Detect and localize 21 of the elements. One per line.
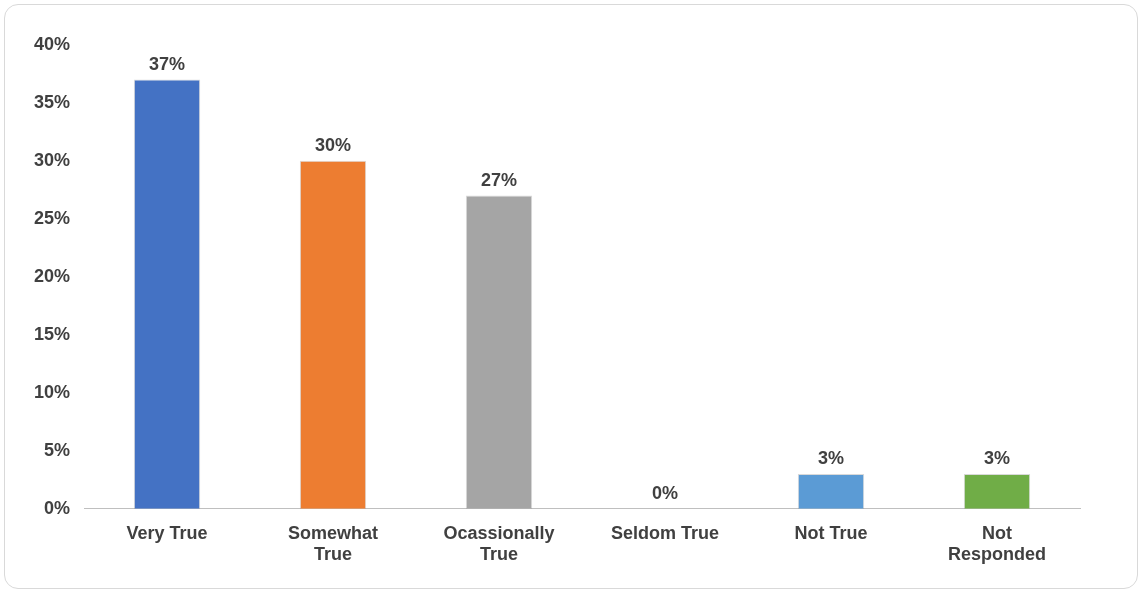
x-tick-label: Seldom True [611,522,720,543]
data-label: 30% [315,134,352,155]
data-label: 3% [818,447,845,468]
data-label: 27% [481,169,518,190]
x-tick-label: Not True [794,522,868,543]
y-tick-label: 15% [34,323,71,344]
data-label: 0% [652,482,679,503]
y-tick-label: 10% [34,381,71,402]
x-tick-label: Somewhat True [288,522,379,565]
y-tick-label: 0% [44,497,71,518]
x-tick-label: Very True [126,522,208,543]
x-tick-label: Not Responded [947,522,1047,565]
data-label: 3% [983,447,1011,468]
y-tick-label: 5% [44,439,71,460]
y-tick-label: 20% [34,265,71,286]
data-label: 37% [149,53,186,74]
y-tick-label: 30% [34,149,71,170]
y-tick-label: 25% [34,207,71,228]
y-tick-label: 35% [34,91,71,112]
x-tick-label: Ocassionally True [443,522,555,565]
y-tick-label: 40% [34,33,71,54]
